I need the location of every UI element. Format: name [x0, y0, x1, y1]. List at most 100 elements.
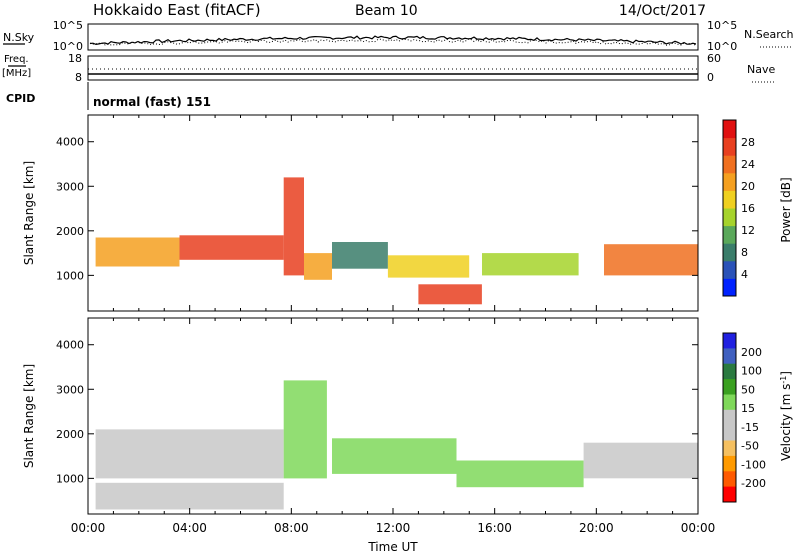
power-colorbar-segment	[723, 208, 736, 227]
velocity-plot-area	[88, 318, 698, 514]
time-tick-label: 04:00	[172, 521, 207, 535]
velocity-colorbar-segment	[723, 394, 736, 411]
time-axis-title: Time UT	[367, 540, 418, 554]
velocity-y-tick-label: 1000	[56, 472, 84, 485]
velocity-y-axis: 1000 2000 3000 4000	[56, 339, 698, 485]
power-colorbar-tick-label: 4	[741, 268, 748, 281]
noise-left-tick-bottom: 10^0	[53, 40, 83, 53]
velocity-colorbar-segment	[723, 409, 736, 426]
power-colorbar-segment	[723, 243, 736, 262]
velocity-bands	[95, 380, 698, 510]
time-tick-label: 00:00	[71, 521, 106, 535]
freq-unit-label: [MHz]	[2, 68, 31, 79]
velocity-colorbar-tick-label: -100	[741, 458, 766, 471]
frequency-panel: Freq. [MHz] 18 8 60 0 Nave	[2, 52, 775, 84]
power-y-tick-label: 3000	[56, 180, 84, 193]
power-band	[418, 284, 482, 305]
power-colorbar-segment	[723, 155, 736, 174]
power-colorbar-tick-label: 24	[741, 158, 755, 171]
velocity-x-ticks	[87, 318, 699, 514]
cpid-panel: CPID normal (fast) 151	[6, 82, 211, 110]
power-colorbar-segment	[723, 278, 736, 297]
velocity-colorbar-segment	[723, 440, 736, 457]
date-label: 14/Oct/2017	[619, 3, 706, 19]
power-band	[304, 253, 332, 280]
power-colorbar-segment	[723, 137, 736, 156]
frequency-panel-frame	[87, 55, 699, 81]
noise-sky-trace	[89, 35, 697, 46]
power-colorbar-segment	[723, 172, 736, 191]
station-title: Hokkaido East (fitACF)	[93, 1, 261, 19]
velocity-band	[95, 482, 284, 510]
nave-label: Nave	[747, 63, 775, 76]
power-colorbar-segment	[723, 225, 736, 244]
noise-search-label: N.Search	[744, 28, 794, 41]
noise-panel: N.Sky 10^5 10^0 10^5 10^0 N.Search	[3, 19, 794, 53]
velocity-ylabel: Slant Range [km]	[22, 364, 36, 468]
velocity-colorbar-tick-label: 15	[741, 402, 755, 415]
velocity-colorbar-segment	[723, 486, 736, 503]
velocity-colorbar-segment	[723, 471, 736, 488]
velocity-colorbar-segment	[723, 455, 736, 472]
power-colorbar-label: Power [dB]	[779, 177, 793, 242]
velocity-y-tick-label: 3000	[56, 383, 84, 396]
cpid-text: normal (fast) 151	[93, 95, 211, 109]
velocity-band	[95, 429, 284, 479]
power-band	[95, 237, 180, 267]
power-plot-area	[88, 115, 698, 311]
velocity-colorbar-tick-label: 200	[741, 346, 762, 359]
noise-left-tick-top: 10^5	[53, 19, 83, 32]
velocity-colorbar-tick-label: -50	[741, 440, 759, 453]
power-colorbar: 4 8 12 16 20 24 28	[722, 119, 755, 297]
cpid-label: CPID	[6, 92, 35, 105]
velocity-colorbar-tick-label: -15	[741, 421, 759, 434]
velocity-colorbar: 200 100 50 15 -15 -50 -100 -200	[722, 332, 766, 503]
power-y-tick-label: 4000	[56, 136, 84, 149]
power-band	[482, 253, 579, 276]
noise-right-tick-bottom: 10^0	[707, 40, 737, 53]
power-panel: 1000 2000 3000 4000 Slant Range [km] 4 8 12 16…	[22, 114, 793, 312]
time-tick-label: 00:00	[681, 521, 716, 535]
velocity-colorbar-frame	[722, 332, 737, 503]
power-band	[604, 244, 698, 276]
power-colorbar-segment	[723, 120, 736, 139]
velocity-colorbar-segment	[723, 333, 736, 349]
power-colorbar-segment	[723, 190, 736, 209]
velocity-band	[583, 442, 698, 479]
power-band	[387, 255, 470, 278]
velocity-colorbar-tick-label: -200	[741, 477, 766, 490]
velocity-colorbar-segment	[723, 425, 736, 442]
noise-panel-frame	[87, 23, 699, 51]
freq-right-tick-bottom: 0	[707, 71, 714, 84]
velocity-colorbar-tick-label: 50	[741, 383, 755, 396]
power-colorbar-tick-label: 20	[741, 180, 755, 193]
velocity-y-tick-label: 4000	[56, 339, 84, 352]
velocity-y-tick-label: 2000	[56, 428, 84, 441]
freq-left-tick-bottom: 8	[75, 71, 82, 84]
noise-sky-label: N.Sky	[3, 31, 35, 44]
time-tick-label: 20:00	[579, 521, 614, 535]
velocity-colorbar-segment	[723, 348, 736, 365]
power-y-tick-label: 1000	[56, 269, 84, 282]
time-tick-label: 16:00	[477, 521, 512, 535]
power-colorbar-tick-label: 28	[741, 136, 755, 149]
power-colorbar-segment	[723, 260, 736, 279]
velocity-band	[456, 460, 584, 488]
freq-label: Freq.	[4, 54, 29, 65]
time-tick-label: 08:00	[274, 521, 309, 535]
freq-right-tick-top: 60	[707, 52, 721, 65]
power-colorbar-tick-label: 12	[741, 224, 755, 237]
power-y-axis: 1000 2000 3000 4000	[56, 136, 698, 282]
power-ylabel: Slant Range [km]	[22, 161, 36, 265]
power-bands	[95, 177, 698, 305]
time-tick-label: 12:00	[376, 521, 411, 535]
power-y-tick-label: 2000	[56, 225, 84, 238]
power-colorbar-tick-label: 16	[741, 202, 755, 215]
velocity-band	[332, 438, 457, 474]
power-x-ticks	[87, 115, 699, 311]
power-colorbar-tick-label: 8	[741, 246, 748, 259]
velocity-colorbar-segment	[723, 363, 736, 380]
velocity-colorbar-label: Velocity [m s-1]	[779, 371, 794, 461]
power-band	[332, 242, 388, 269]
